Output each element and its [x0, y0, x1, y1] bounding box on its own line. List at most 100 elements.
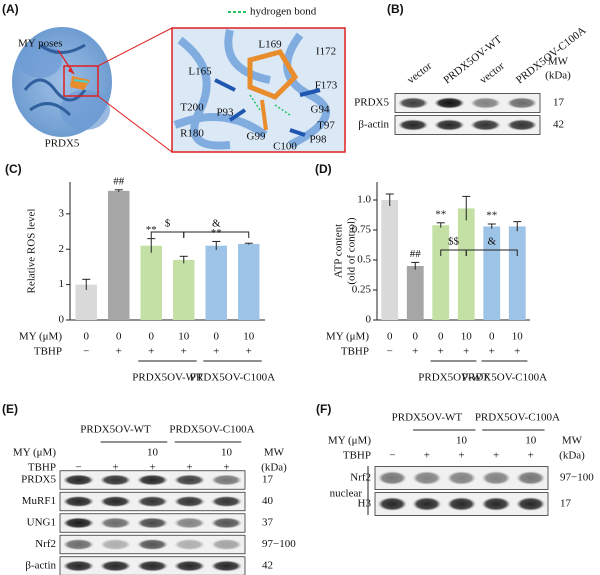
group-label: PRDX5OV-C100A — [190, 372, 275, 384]
comparison-label: $$ — [448, 236, 460, 248]
residue-label: I172 — [316, 46, 336, 58]
tbhp-sign: + — [493, 450, 499, 462]
blot-band — [136, 474, 169, 486]
pose-label: MY poses — [18, 38, 63, 50]
bar — [173, 259, 195, 320]
row-label: UNG1 — [27, 517, 56, 529]
tbhp-sign: + — [438, 346, 444, 358]
blot-frame — [394, 93, 541, 113]
mw-label: 42 — [553, 119, 564, 131]
row-label: β-actin — [358, 119, 389, 131]
row-label: TBHP — [28, 462, 56, 474]
my-dose: 10 — [147, 447, 159, 459]
bar — [140, 245, 162, 320]
fraction-label: nuclear — [330, 488, 363, 500]
panel-label: (E) — [2, 402, 18, 416]
blot-band — [62, 517, 95, 529]
blot-band — [173, 538, 206, 551]
blot-band — [412, 497, 442, 511]
blot-band — [136, 560, 169, 572]
my-dose: 10 — [512, 331, 524, 343]
blot-band — [62, 560, 95, 572]
group-label: PRDX5OV-C100A — [462, 372, 547, 384]
bar — [108, 190, 130, 320]
my-dose: 0 — [84, 331, 90, 343]
y-axis-label: (old of control) — [346, 217, 358, 285]
bar — [205, 245, 227, 320]
blot-band — [62, 538, 95, 551]
mw-unit: (kDa) — [545, 70, 571, 82]
residue-label: P93 — [216, 107, 234, 119]
residue-label: P98 — [309, 134, 327, 146]
my-dose: 0 — [489, 331, 495, 343]
residue-label: T200 — [180, 102, 204, 114]
blot-band — [377, 471, 407, 485]
bar — [432, 225, 450, 320]
tbhp-sign: − — [387, 346, 393, 358]
tbhp-sign: + — [112, 462, 118, 474]
blot-band — [434, 97, 465, 109]
tbhp-sign: + — [514, 346, 520, 358]
my-dose: 10 — [461, 331, 473, 343]
my-dose: 0 — [214, 331, 220, 343]
blot-band — [210, 474, 243, 486]
blot-band — [99, 495, 132, 508]
mw-header: MW — [548, 56, 569, 68]
blot-band — [481, 471, 511, 485]
bar — [238, 243, 260, 320]
blot-band — [412, 471, 442, 485]
blot-band — [210, 517, 243, 529]
blot-band — [173, 495, 206, 508]
mw-unit: (kDa) — [559, 450, 585, 462]
mw-unit: (kDa) — [261, 462, 287, 474]
tbhp-sign: + — [148, 346, 154, 358]
y-tick-label: 0.75 — [352, 224, 372, 236]
residue-label: R180 — [180, 128, 204, 140]
row-label: PRDX5 — [21, 474, 56, 486]
mw-label: 17 — [560, 498, 572, 510]
panel-label: (B) — [387, 2, 404, 16]
y-tick-label: 0.5 — [357, 254, 371, 266]
comparison-bracket — [465, 249, 518, 256]
tbhp-sign: + — [246, 346, 252, 358]
y-tick-label: 0.25 — [352, 284, 372, 296]
comparison-label: & — [487, 236, 496, 248]
y-tick-label: 2 — [59, 243, 65, 255]
y-tick-label: 3 — [59, 207, 65, 219]
panel-label: (C) — [5, 162, 22, 176]
protein-surface — [12, 27, 173, 153]
blot-band — [173, 560, 206, 572]
group-label: PRDX5OV-WT — [418, 372, 489, 384]
lane-label: vector — [478, 60, 507, 87]
row-label: MY (μM) — [326, 331, 369, 343]
residue-label: G99 — [247, 131, 266, 143]
y-tick-label: 0 — [366, 314, 372, 326]
group-label: PRDX5OV-WT — [132, 372, 203, 384]
row-label: Nrf2 — [350, 472, 371, 484]
blot-band — [377, 497, 407, 511]
residue-label: L169 — [258, 39, 282, 51]
bar — [457, 208, 475, 320]
group-label: PRDX5OV-WT — [80, 424, 151, 436]
blot-frame — [394, 115, 541, 135]
mw-label: 97−100 — [262, 538, 296, 550]
panel-label: (D) — [315, 162, 332, 176]
blot-band — [397, 119, 429, 131]
my-dose: 10 — [243, 331, 255, 343]
blot-band — [446, 497, 477, 511]
significance-label: ** — [146, 224, 157, 236]
blot-band — [62, 474, 95, 486]
y-tick-label: 1 — [59, 278, 65, 290]
mw-label: 37 — [262, 517, 274, 529]
row-label: TBHP — [343, 450, 371, 462]
blot-band — [446, 471, 477, 485]
comparison-bracket — [183, 231, 250, 238]
tbhp-sign: + — [223, 462, 229, 474]
blot-band — [173, 474, 206, 486]
blot-band — [397, 97, 429, 109]
group-label: PRDX5OV-C100A — [169, 424, 254, 436]
significance-label: ## — [113, 175, 125, 187]
blot-band — [516, 497, 546, 511]
mw-header: MW — [264, 447, 285, 459]
